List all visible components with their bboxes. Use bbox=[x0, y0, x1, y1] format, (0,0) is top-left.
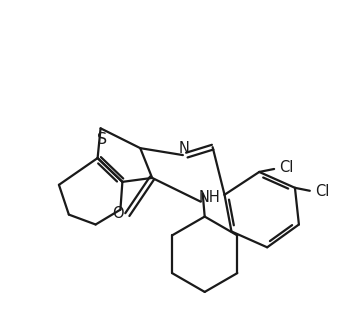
Text: N: N bbox=[178, 141, 189, 156]
Text: S: S bbox=[97, 132, 107, 147]
Text: Cl: Cl bbox=[279, 160, 293, 176]
Text: Cl: Cl bbox=[315, 184, 329, 199]
Text: NH: NH bbox=[199, 190, 220, 205]
Text: O: O bbox=[113, 206, 124, 221]
